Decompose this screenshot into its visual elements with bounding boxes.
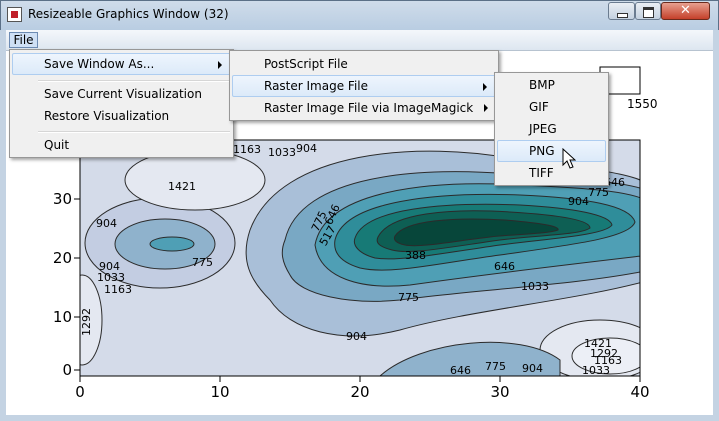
x-tick-label: 0 [75, 383, 85, 401]
contour-label: 1421 [584, 337, 612, 350]
contour-label: 1292 [80, 308, 93, 336]
contour-label: 388 [405, 249, 426, 262]
menu-item-tiff[interactable]: TIFF [497, 162, 606, 184]
close-icon: ✕ [680, 3, 691, 18]
menu-separator [38, 131, 230, 133]
close-button[interactable]: ✕ [661, 2, 710, 20]
window-frame-left [0, 30, 6, 421]
raster-image-submenu: BMP GIF JPEG PNG TIFF [494, 72, 609, 186]
contour-label: 646 [494, 260, 515, 273]
contour-label: 904 [346, 330, 367, 343]
window-frame-bottom [0, 415, 719, 421]
menu-item-label: PostScript File [264, 57, 348, 71]
y-tick-label: 30 [53, 190, 72, 208]
contour-label: 775 [485, 360, 506, 373]
y-tick-label: 10 [53, 308, 72, 326]
app-icon[interactable] [7, 7, 22, 22]
menu-item-label: PNG [529, 144, 555, 158]
menu-file[interactable]: File [9, 32, 38, 48]
menu-item-label: BMP [529, 78, 555, 92]
y-tick-label: 20 [53, 249, 72, 267]
x-tick-label: 10 [210, 383, 229, 401]
contour-label: 1033 [268, 146, 296, 159]
x-tick-label: 20 [350, 383, 369, 401]
maximize-button[interactable] [635, 2, 661, 20]
menu-item-label: Raster Image File [264, 79, 368, 93]
menu-item-label: Restore Visualization [44, 109, 170, 123]
menu-item-bmp[interactable]: BMP [497, 74, 606, 96]
menu-item-raster-image-file[interactable]: Raster Image File [232, 75, 496, 97]
contour-label: 775 [398, 291, 419, 304]
x-tick-label: 30 [490, 383, 509, 401]
submenu-arrow-icon [484, 104, 488, 112]
menu-item-label: Save Window As... [44, 57, 155, 71]
save-window-as-submenu: PostScript File Raster Image File Raster… [229, 50, 499, 121]
contour-label: 1033 [97, 271, 125, 284]
contour-label: 1163 [104, 283, 132, 296]
menu-item-label: Quit [44, 138, 70, 152]
x-tick-label: 40 [630, 383, 649, 401]
y-tick-label: 0 [62, 361, 72, 379]
contour-label: 775 [588, 186, 609, 199]
menu-item-label: GIF [529, 100, 549, 114]
contour-label: 1163 [594, 354, 622, 367]
menu-bar [6, 30, 713, 51]
contour-plot: 1550 1421 904 904 775 1033 1163 1292 116… [53, 66, 658, 401]
menu-item-png[interactable]: PNG [497, 140, 606, 162]
contour-label: 904 [96, 217, 117, 230]
menu-item-jpeg[interactable]: JPEG [497, 118, 606, 140]
contour-label: 775 [192, 256, 213, 269]
minimize-button[interactable] [608, 2, 635, 20]
menu-item-quit[interactable]: Quit [12, 134, 231, 156]
contour-label: 1033 [521, 280, 549, 293]
menu-item-save-window-as[interactable]: Save Window As... [12, 53, 231, 75]
contour-label: 904 [568, 195, 589, 208]
menu-item-label: TIFF [529, 166, 554, 180]
window-title: Resizeable Graphics Window (32) [28, 7, 229, 21]
contour-label: 646 [450, 364, 471, 377]
menu-separator [38, 80, 230, 82]
contour-label: 904 [296, 142, 317, 155]
submenu-arrow-icon [483, 83, 487, 91]
contour-label: 1421 [168, 180, 196, 193]
menu-item-label: JPEG [529, 122, 557, 136]
file-menu: Save Window As... Save Current Visualiza… [9, 49, 234, 158]
y-axis [74, 140, 81, 376]
x-axis [79, 375, 641, 382]
menu-item-label: Save Current Visualization [44, 87, 202, 101]
contour-label: 646 [604, 176, 625, 189]
menu-item-postscript-file[interactable]: PostScript File [232, 53, 496, 75]
menu-item-save-current-visualization[interactable]: Save Current Visualization [12, 83, 231, 105]
contour-label: 1033 [582, 364, 610, 377]
submenu-arrow-icon [218, 61, 222, 69]
window-frame-right [713, 30, 719, 421]
colorbar-label: 1550 [627, 97, 658, 111]
contour-label: 1292 [590, 347, 618, 360]
menu-item-raster-image-file-via-imagemagick[interactable]: Raster Image File via ImageMagick [232, 97, 496, 119]
mouse-cursor-icon [562, 148, 576, 169]
contour-label: 904 [522, 362, 543, 375]
menu-item-restore-visualization[interactable]: Restore Visualization [12, 105, 231, 127]
contour-label: 904 [99, 260, 120, 273]
contour-label: 1163 [233, 143, 261, 156]
menu-item-label: Raster Image File via ImageMagick [264, 101, 474, 115]
menu-item-gif[interactable]: GIF [497, 96, 606, 118]
title-bar[interactable] [0, 0, 719, 30]
